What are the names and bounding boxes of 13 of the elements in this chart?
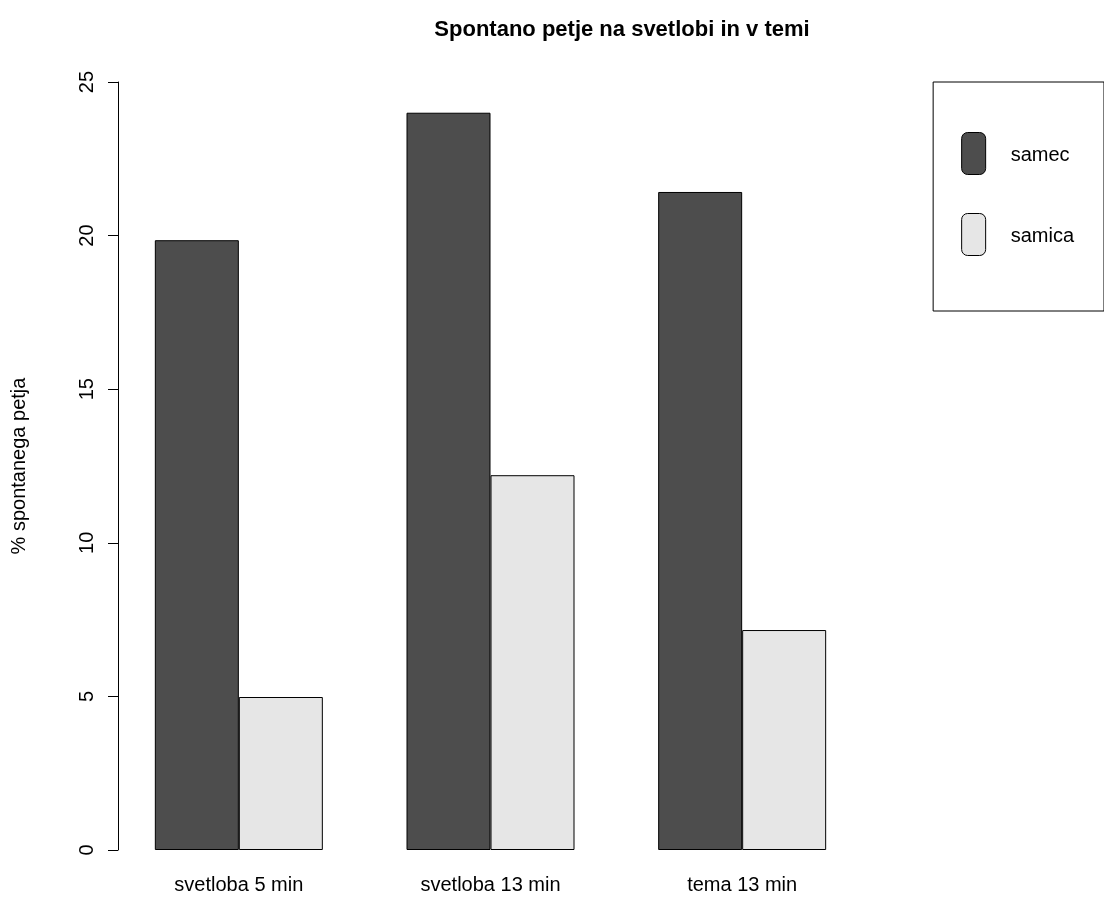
y-axis-title: % spontanega petja (7, 376, 29, 555)
x-tick-label: svetloba 13 min (420, 873, 561, 895)
y-tick-label: 0 (75, 844, 97, 856)
y-tick-label: 15 (75, 378, 97, 401)
y-tick-label: 20 (75, 224, 97, 247)
x-tick-label: tema 13 min (687, 873, 798, 895)
y-tick-label: 5 (75, 690, 97, 702)
legend-label: samica (1010, 223, 1075, 246)
x-tick-label: svetloba 5 min (174, 873, 304, 895)
y-tick-label: 25 (75, 70, 97, 94)
chart-title: Spontano petje na svetlobi in v temi (434, 15, 810, 41)
y-tick-label: 10 (75, 531, 97, 554)
legend-label: samec (1010, 142, 1070, 165)
